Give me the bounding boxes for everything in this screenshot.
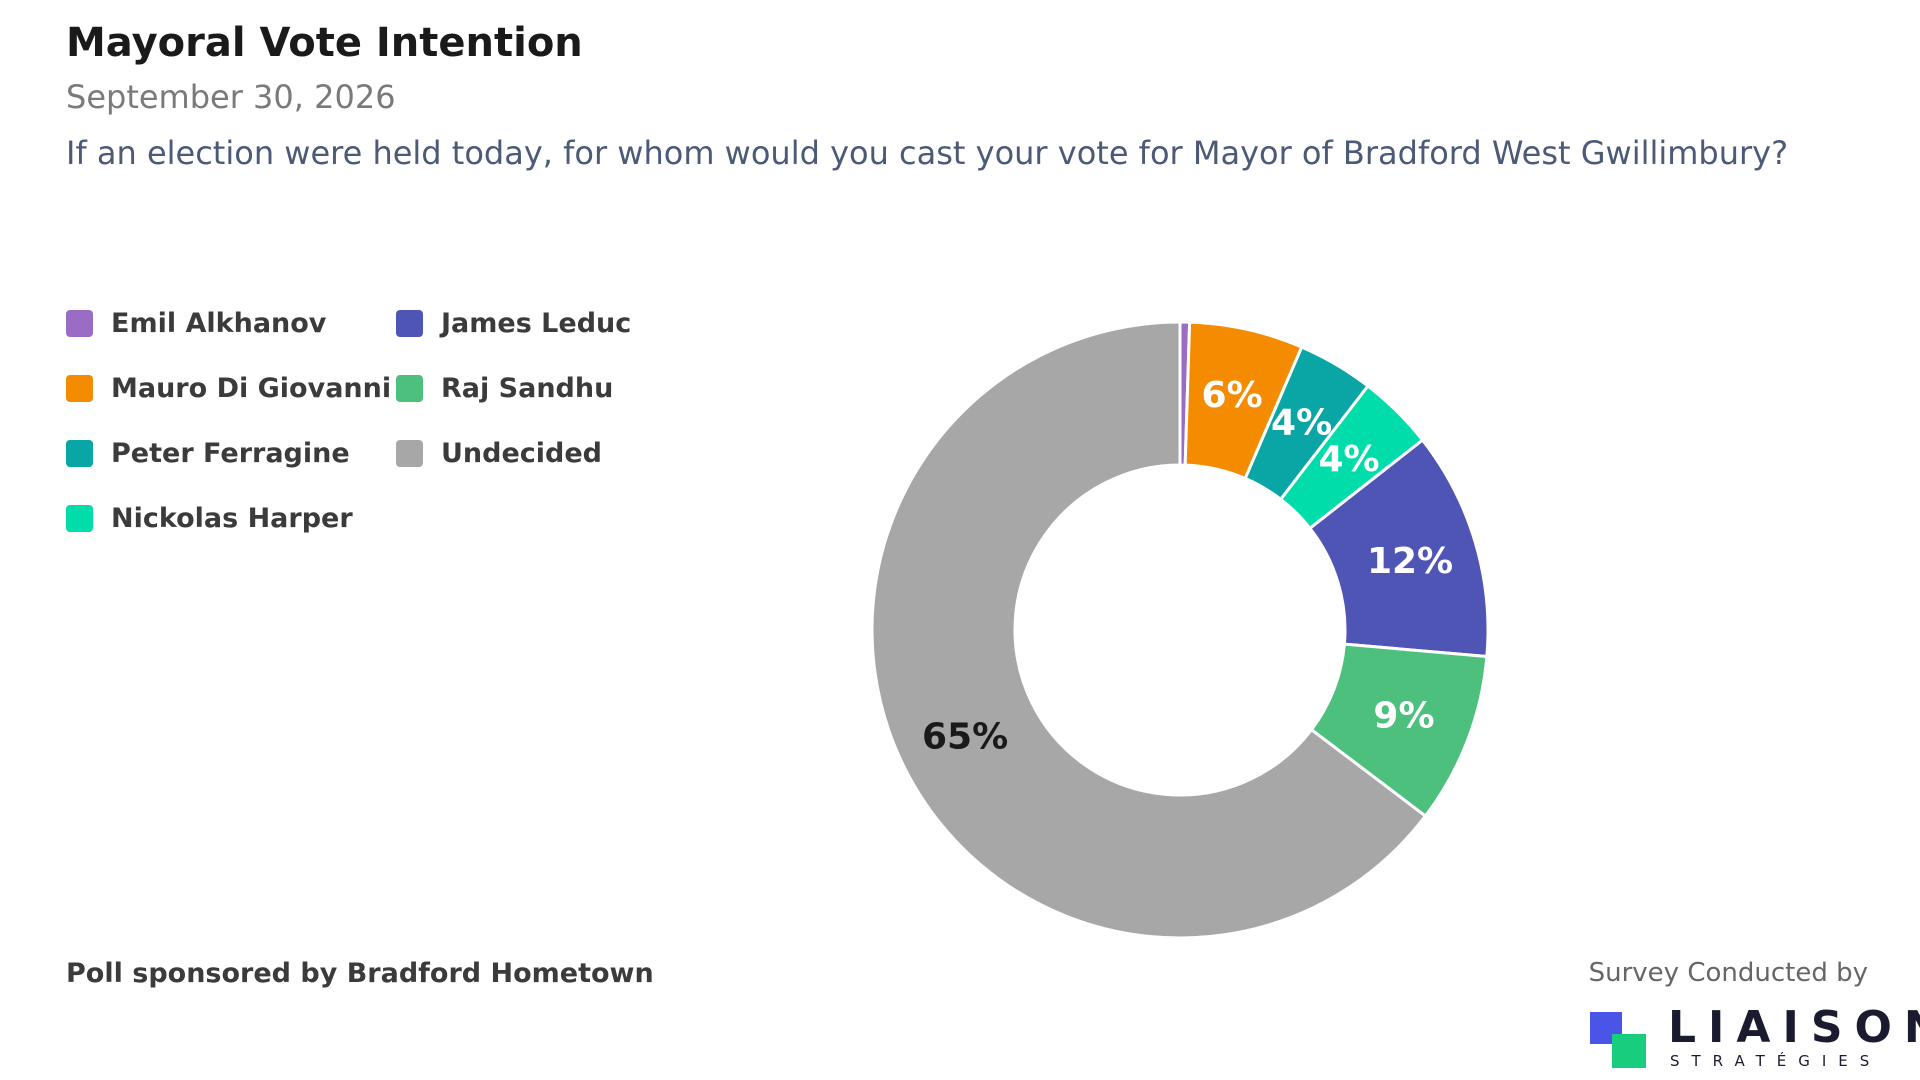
legend-swatch — [66, 504, 93, 532]
legend-swatch — [66, 309, 93, 337]
legend-label: Undecided — [441, 437, 603, 469]
logo-subtitle: STRATÉGIES — [1670, 1052, 1882, 1070]
legend-swatch — [66, 439, 93, 467]
legend-item: Raj Sandhu — [396, 368, 613, 408]
logo-name: LIAISON — [1668, 1002, 1920, 1053]
survey-question: If an election were held today, for whom… — [66, 134, 1789, 172]
legend-swatch — [66, 374, 93, 402]
slice-label: 4% — [1271, 403, 1332, 444]
legend-label: Mauro Di Giovanni — [111, 372, 392, 404]
legend-item: Undecided — [396, 433, 602, 473]
legend-item: Emil Alkhanov — [66, 303, 326, 343]
legend-label: James Leduc — [441, 307, 632, 339]
chart-title: Mayoral Vote Intention — [66, 20, 583, 66]
legend-swatch — [396, 374, 423, 402]
legend-label: Peter Ferragine — [111, 437, 350, 469]
legend-swatch — [396, 309, 423, 337]
slice-label: 12% — [1367, 541, 1453, 582]
survey-date: September 30, 2026 — [66, 78, 396, 116]
legend-item: Nickolas Harper — [66, 498, 353, 538]
legend-label: Nickolas Harper — [111, 502, 353, 534]
liaison-logo: LIAISON STRATÉGIES — [1590, 1002, 1920, 1070]
legend-label: Raj Sandhu — [441, 372, 614, 404]
legend-item: Mauro Di Giovanni — [66, 368, 391, 408]
sponsor-note: Poll sponsored by Bradford Hometown — [66, 958, 654, 989]
logo-mark-icon — [1590, 1012, 1646, 1068]
legend: Emil Alkhanov James Leduc Mauro Di Giovann… — [66, 303, 686, 563]
donut-slice — [870, 320, 1428, 940]
conducted-by-note: Survey Conducted by — [1588, 958, 1868, 988]
slice-label: 4% — [1318, 439, 1379, 480]
slice-label: 9% — [1373, 696, 1434, 737]
legend-item: Peter Ferragine — [66, 433, 350, 473]
legend-label: Emil Alkhanov — [111, 307, 327, 339]
legend-swatch — [396, 439, 423, 467]
donut-chart: 6%4%4%12%9%65% — [870, 320, 1490, 940]
slice-label: 65% — [922, 716, 1008, 757]
legend-item: James Leduc — [396, 303, 631, 343]
slice-label: 6% — [1202, 375, 1263, 416]
